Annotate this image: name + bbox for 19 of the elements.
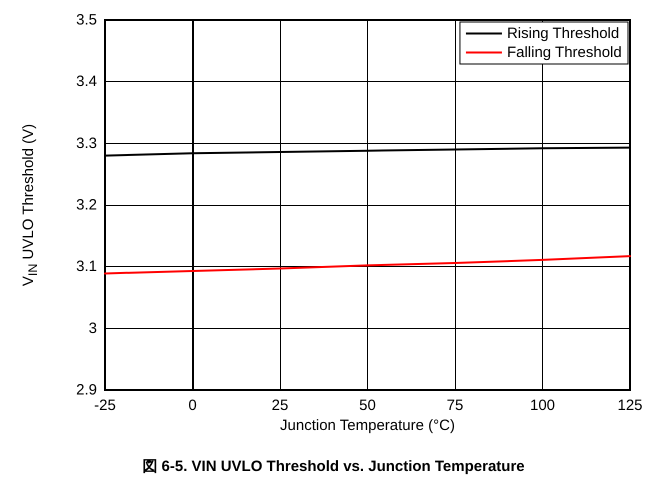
line-series [104, 255, 631, 274]
x-tick-label: 0 [188, 397, 197, 414]
y-tick-label: 3.3 [76, 134, 97, 152]
y-tick-label: 3.1 [76, 258, 97, 276]
y-tick-label: 3.5 [76, 12, 97, 28]
y-tick-label: 3.4 [76, 73, 97, 90]
x-tick-label: -25 [94, 397, 116, 414]
x-tick-label: 50 [359, 397, 376, 414]
x-tick-label: 25 [272, 397, 288, 414]
y-tick-label: 3 [88, 320, 97, 337]
legend-label: Falling Threshold [506, 44, 622, 61]
y-tick-label: 2.9 [76, 382, 97, 398]
x-tick-label: 75 [446, 397, 464, 414]
x-axis-title: Junction Temperature (°C) [280, 416, 455, 434]
legend-label: Rising Threshold [506, 25, 620, 42]
x-tick-label: 100 [530, 397, 556, 414]
y-tick-label: 3.2 [76, 196, 97, 214]
x-tick-label: 125 [617, 397, 643, 414]
caption: 図 6-5. VIN UVLO Threshold vs. Junction Temperature [141, 457, 526, 476]
